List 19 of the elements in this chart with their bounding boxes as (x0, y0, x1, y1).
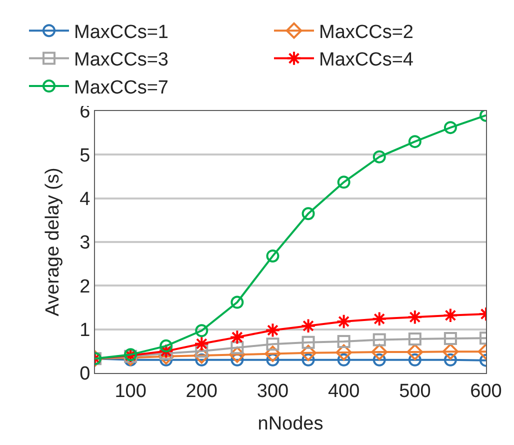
legend-label: MaxCCs=3 (74, 50, 168, 71)
legend-label: MaxCCs=1 (74, 22, 168, 44)
legend-label: MaxCCs=7 (74, 77, 168, 98)
x-tick-label: 400 (328, 380, 360, 402)
x-tick-label: 600 (470, 380, 502, 402)
legend-label: MaxCCs=2 (319, 22, 414, 44)
y-tick-label: 3 (80, 232, 90, 254)
legend-label: MaxCCs=4 (319, 50, 414, 71)
y-tick-label: 0 (80, 364, 90, 385)
y-tick-label: 1 (80, 320, 90, 341)
y-tick-label: 4 (80, 188, 91, 210)
x-tick-label: 300 (256, 380, 289, 402)
x-tick-label: 500 (399, 380, 431, 402)
x-tick-label: 200 (186, 380, 218, 402)
y-axis-title: Average delay (s) (42, 168, 64, 316)
y-tick-label: 5 (80, 145, 90, 166)
y-tick-label: 2 (80, 276, 90, 298)
x-tick-label: 100 (114, 380, 146, 402)
x-axis-title: nNodes (258, 414, 324, 435)
